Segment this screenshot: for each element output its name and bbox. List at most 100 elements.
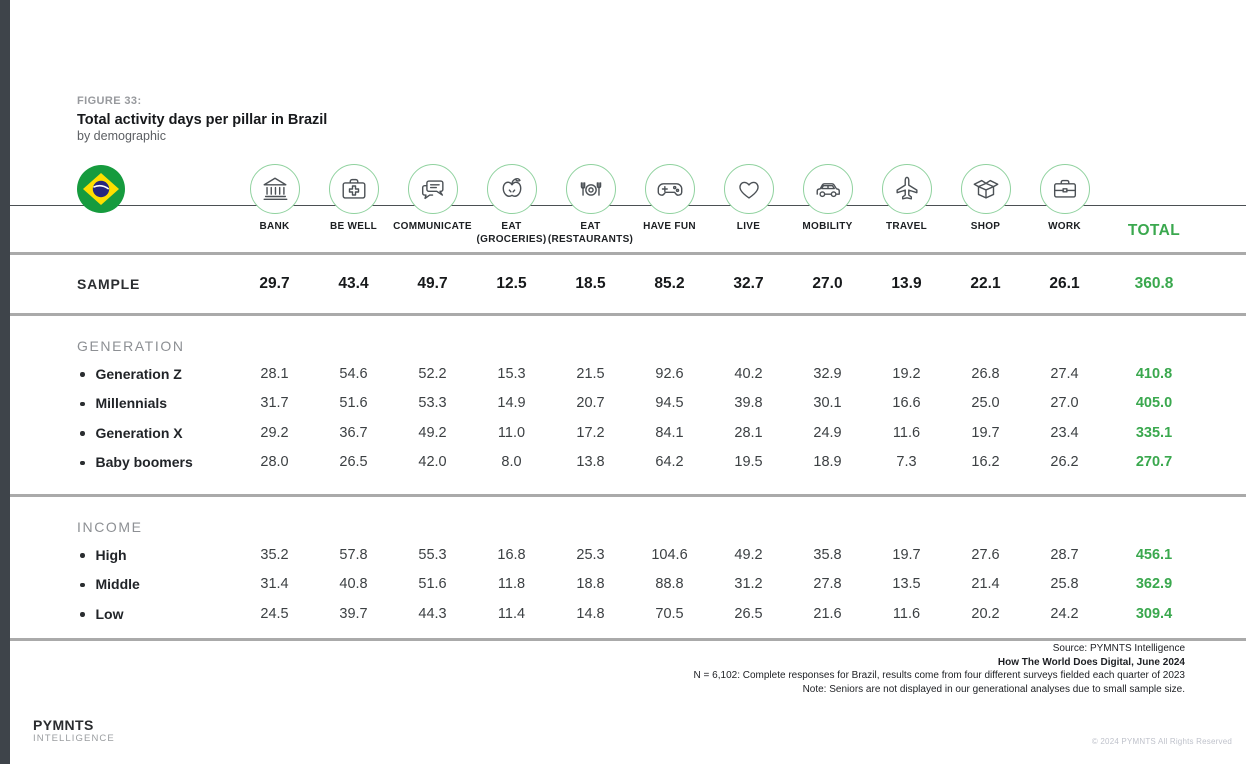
pillar-column-header: HAVE FUN — [630, 160, 709, 252]
copyright-notice: © 2024 PYMNTS All Rights Reserved — [1091, 737, 1232, 746]
pillar-column-header: LIVE — [709, 160, 788, 252]
pillar-label: TRAVEL — [885, 221, 928, 232]
row-label: Millennials — [95, 395, 168, 412]
header-axis-line — [10, 205, 1246, 206]
game-controller-icon — [644, 164, 695, 214]
value-cell: 49.2 — [734, 546, 763, 563]
demographic-row: Middle 31.4 40.8 51.6 11.8 18.8 88.8 31.2 27.8 13… — [10, 570, 1246, 600]
value-cell: 31.2 — [734, 576, 763, 593]
value-cell: 21.4 — [971, 576, 1000, 593]
value-cell: 16.6 — [892, 395, 921, 412]
pillar-label: EAT — [501, 221, 522, 232]
row-total: 270.7 — [1135, 454, 1173, 471]
section-income: INCOME High 35.2 57.8 55.3 16.8 25.3 104.6 49.2 3… — [10, 497, 1246, 638]
value-cell: 22.1 — [970, 275, 1001, 292]
value-cell: 64.2 — [655, 454, 684, 471]
demographic-row: Baby boomers 28.0 26.5 42.0 8.0 13.8 64.2 19.5 1… — [10, 448, 1246, 478]
demographic-row: High 35.2 57.8 55.3 16.8 25.3 104.6 49.2 35.8 19.… — [10, 540, 1246, 570]
figure-subtitle: by demographic — [77, 129, 166, 143]
bullet — [80, 431, 85, 436]
bullet — [80, 612, 85, 617]
value-cell: 49.2 — [418, 424, 447, 441]
footnote-line: N = 6,102: Complete responses for Brazil… — [693, 670, 1185, 681]
window-edge-bar — [0, 0, 10, 764]
pillar-label: WORK — [1048, 221, 1081, 232]
section-header: GENERATION — [77, 338, 185, 354]
bullet — [80, 553, 85, 558]
pillar-label: LIVE — [736, 221, 761, 232]
value-cell: 29.2 — [260, 424, 289, 441]
demographic-row: Generation X 29.2 36.7 49.2 11.0 17.2 84.1 28.1… — [10, 418, 1246, 448]
pillar-label: BE WELL — [329, 221, 378, 232]
row-label-cell: Low — [10, 606, 235, 622]
value-cell: 23.4 — [1050, 424, 1079, 441]
total-column-header: TOTAL — [1127, 222, 1181, 239]
value-cell: 19.2 — [892, 365, 921, 382]
value-cell: 18.5 — [575, 275, 606, 292]
value-cell: 11.6 — [892, 605, 921, 622]
value-cell: 52.2 — [418, 365, 447, 382]
pillar-column-header: EAT (GROCERIES) — [472, 160, 551, 252]
data-table: BANK BE WELL COMMUNICATE EAT (GROCERIES) EAT(… — [10, 160, 1246, 641]
value-cell: 27.6 — [971, 546, 1000, 563]
value-cell: 14.8 — [576, 605, 605, 622]
value-cell: 27.4 — [1050, 365, 1079, 382]
value-cell: 43.4 — [338, 275, 369, 292]
apple-icon — [486, 164, 537, 214]
row-label: Baby boomers — [95, 454, 193, 471]
value-cell: 39.7 — [339, 605, 368, 622]
sections: GENERATION Generation Z 28.1 54.6 52.2 15.3 21… — [10, 316, 1246, 641]
row-label: Generation X — [95, 424, 183, 441]
value-cell: 18.8 — [576, 576, 605, 593]
value-cell: 54.6 — [339, 365, 368, 382]
row-total: 309.4 — [1135, 605, 1173, 622]
bullet — [80, 401, 85, 406]
value-cell: 42.0 — [418, 454, 447, 471]
open-box-icon — [960, 164, 1011, 214]
value-cell: 85.2 — [654, 275, 685, 292]
value-cell: 13.9 — [891, 275, 922, 292]
pillar-label: HAVE FUN — [643, 221, 696, 232]
figure-header: FIGURE 33: Total activity days per pilla… — [77, 95, 327, 143]
value-cell: 84.1 — [655, 424, 684, 441]
value-cell: 31.7 — [260, 395, 289, 412]
pillar-column-header: EAT (RESTAURANTS) — [548, 160, 633, 252]
value-cell: 19.7 — [971, 424, 1000, 441]
figure-title: Total activity days per pillar in Brazil — [77, 112, 328, 128]
value-cell: 24.5 — [260, 605, 289, 622]
sample-row: SAMPLE 29.7 43.4 49.7 12.5 18.5 85.2 32.7 27.0 13… — [10, 255, 1246, 313]
row-label-cell: Generation Z — [10, 366, 235, 382]
value-cell: 17.2 — [576, 424, 605, 441]
value-cell: 92.6 — [655, 365, 684, 382]
value-cell: 15.3 — [497, 365, 526, 382]
pillar-label: SHOP — [970, 221, 1001, 232]
value-cell: 88.8 — [655, 576, 684, 593]
value-cell: 35.8 — [813, 546, 842, 563]
value-cell: 26.5 — [734, 605, 763, 622]
value-cell: 12.5 — [496, 275, 527, 292]
pillar-label: MOBILITY — [802, 221, 853, 232]
pillar-label: EAT — [580, 221, 601, 232]
value-cell: 19.5 — [734, 454, 763, 471]
section-divider — [10, 637, 1246, 641]
value-cell: 28.1 — [260, 365, 289, 382]
row-label-cell: High — [10, 547, 235, 563]
row-total: 360.8 — [1134, 275, 1174, 292]
value-cell: 11.4 — [497, 605, 526, 622]
pillar-label: COMMUNICATE — [393, 221, 472, 232]
row-label-cell: SAMPLE — [10, 276, 235, 292]
value-cell: 14.9 — [497, 395, 526, 412]
row-label: Generation Z — [95, 365, 182, 382]
value-cell: 51.6 — [339, 395, 368, 412]
demographic-row: Millennials 31.7 51.6 53.3 14.9 20.7 94.5 39.8 3… — [10, 389, 1246, 419]
value-cell: 7.3 — [896, 454, 917, 471]
value-cell: 26.2 — [1050, 454, 1079, 471]
bullet — [80, 582, 85, 587]
bank-icon — [249, 164, 300, 214]
value-cell: 36.7 — [339, 424, 368, 441]
pillar-header-row: BANK BE WELL COMMUNICATE EAT (GROCERIES) EAT(… — [10, 160, 1246, 252]
value-cell: 11.8 — [497, 576, 526, 593]
value-cell: 49.7 — [417, 275, 448, 292]
value-cell: 27.0 — [1050, 395, 1079, 412]
